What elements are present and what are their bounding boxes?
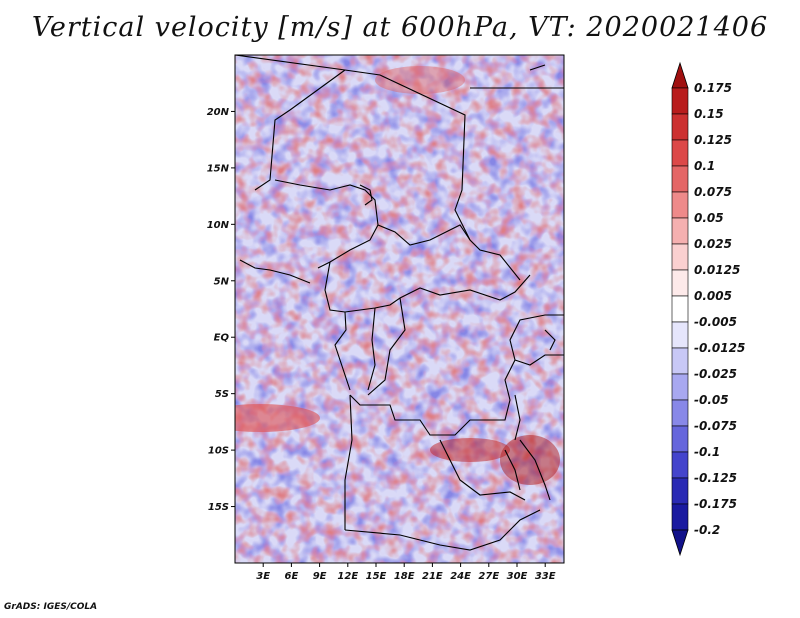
lon-tick-label: 9E: [313, 571, 327, 582]
lat-tick-label: 15S: [208, 502, 229, 513]
grads-credit: GrADS: IGES/COLA: [4, 602, 98, 612]
colorbar-label: -0.125: [694, 471, 737, 485]
colorbar-label: -0.075: [694, 419, 737, 433]
colorbar-swatch: [671, 503, 689, 531]
colorbar-swatch: [671, 425, 689, 453]
colorbar-swatch: [671, 451, 689, 479]
colorbar-label: 0.005: [694, 289, 732, 303]
colorbar-label: -0.005: [694, 315, 737, 329]
colorbar-label: -0.2: [694, 523, 720, 537]
colorbar-swatch: [671, 321, 689, 349]
colorbar-label: -0.025: [694, 367, 737, 381]
colorbar-label: 0.1: [694, 159, 715, 173]
lon-tick-label: 27E: [478, 571, 499, 582]
colorbar-label: 0.05: [694, 211, 724, 225]
colorbar-swatch: [671, 139, 689, 167]
country-borders: [234, 54, 564, 551]
lon-tick-label: 33E: [535, 571, 556, 582]
lat-tick-label: 20N: [207, 107, 230, 118]
colorbar-swatch: [671, 347, 689, 375]
colorbar-top-triangle: [671, 61, 689, 89]
plot-frame: [234, 54, 565, 564]
colorbar-swatch: [671, 217, 689, 245]
colorbar-swatch: [671, 165, 689, 193]
lat-tick-label: 5N: [214, 276, 230, 287]
colorbar-bottom-triangle: [671, 529, 689, 557]
lon-tick-label: 24E: [450, 571, 471, 582]
colorbar-label: -0.05: [694, 393, 729, 407]
colorbar-label: 0.0125: [694, 263, 740, 277]
colorbar-swatch: [671, 243, 689, 271]
colorbar-label: -0.1: [694, 445, 720, 459]
colorbar-label: -0.0125: [694, 341, 745, 355]
lon-tick-label: 3E: [256, 571, 270, 582]
colorbar-label: 0.075: [694, 185, 732, 199]
lat-tick-label: 10S: [208, 446, 229, 457]
colorbar-swatch: [671, 113, 689, 141]
colorbar-label: 0.175: [694, 81, 732, 95]
velocity-field: [235, 55, 564, 563]
colorbar-swatch: [671, 269, 689, 297]
lon-tick-label: 6E: [285, 571, 299, 582]
colorbar-swatch: [671, 87, 689, 115]
lat-tick-label: 10N: [207, 220, 230, 231]
colorbar-label: -0.175: [694, 497, 737, 511]
latitude-axis: 20N 15N 10N 5N EQ 5S 10S 15S: [207, 107, 235, 513]
lon-tick-label: 12E: [337, 571, 358, 582]
colorbar-swatch: [671, 373, 689, 401]
colorbar-swatch: [671, 191, 689, 219]
colorbar-label: 0.025: [694, 237, 732, 251]
colorbar-label: 0.15: [694, 107, 724, 121]
longitude-axis: 3E 6E 9E 12E 15E 18E 21E 24E 27E 30E 33E: [256, 563, 556, 582]
colorbar-swatch: [671, 295, 689, 323]
plot-title: Vertical velocity [m/s] at 600hPa, VT: 2…: [31, 12, 769, 43]
colorbar: 0.175 0.15 0.125 0.1 0.075 0.05 0.025 0.0125 0.0…: [671, 61, 745, 557]
lat-tick-label: EQ: [214, 333, 230, 344]
colorbar-swatch: [671, 399, 689, 427]
lat-tick-label: 5S: [215, 389, 229, 400]
lon-tick-label: 30E: [507, 571, 528, 582]
colorbar-swatch: [671, 477, 689, 505]
lon-tick-label: 18E: [394, 571, 415, 582]
colorbar-label: 0.125: [694, 133, 732, 147]
lat-tick-label: 15N: [207, 163, 230, 174]
lon-tick-label: 21E: [422, 571, 443, 582]
lon-tick-label: 15E: [366, 571, 387, 582]
